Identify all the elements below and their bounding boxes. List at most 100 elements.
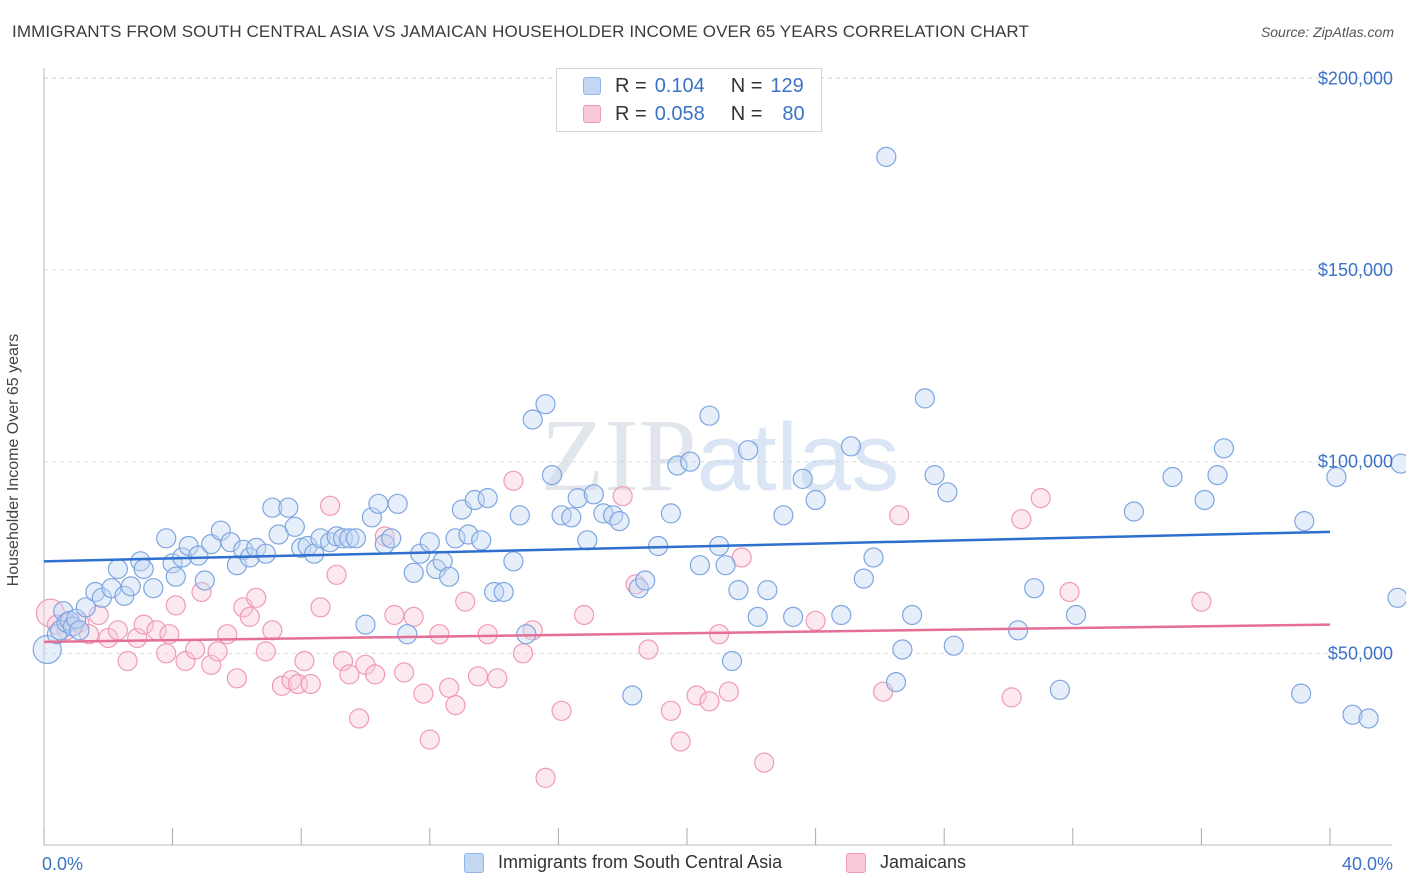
immigrants-point [805,489,826,511]
immigrants-point [660,503,682,524]
immigrants-point [268,524,289,545]
immigrants-point [561,507,582,528]
watermark-zip: ZIP [541,398,697,513]
jamaicans-point [107,620,129,641]
jamaicans-point [1030,488,1051,509]
immigrants-point [156,528,177,549]
immigrants-point [165,566,186,587]
jamaicans-point [889,505,910,526]
y-tick-label: $100,000 [1318,452,1393,472]
immigrants-point [85,581,106,603]
jamaicans-point [612,486,633,507]
jamaicans-point [503,470,524,491]
series-legend: Immigrants from South Central Asia Jamai… [0,852,1406,876]
immigrants-point [477,488,498,509]
jamaicans-point [686,685,707,706]
jamaicans-point [413,683,434,704]
jamaicans-point [467,666,489,687]
y-tick-labels: $50,000 $100,000 $150,000 $200,000 [1318,68,1393,663]
jamaicans-point [718,681,739,702]
immigrants-point [577,530,598,551]
immigrants-point [747,606,768,628]
immigrants-point [914,388,936,409]
jamaicans-point [262,620,283,641]
jamaicans-point [805,610,826,631]
immigrants-point [892,639,913,660]
immigrants-point [937,482,958,503]
jamaicans-swatch [583,105,601,123]
immigrants-point [1007,620,1029,641]
immigrants-point [1162,466,1183,488]
jamaicans-point [217,624,238,645]
immigrants-point [1387,587,1406,608]
immigrants-point [471,530,492,551]
jamaicans-point [429,624,450,645]
jamaicans-point [117,650,138,672]
jamaicans-point [708,624,730,645]
immigrants-point [635,570,656,591]
immigrants-point [69,620,90,641]
jamaicans-point [403,606,424,628]
immigrants-point [622,685,643,706]
jamaicans-point [294,650,315,672]
immigrants-point [715,555,736,576]
immigrants-point [773,505,794,526]
immigrants-point [493,581,514,603]
immigrants-point [680,451,701,472]
immigrants-point [403,562,424,583]
jamaicans-point [191,581,212,603]
jamaicans-points [35,470,1212,789]
immigrants-r-value: 0.104 [654,74,705,97]
immigrants-point [381,528,402,549]
x-tick-label-max: 40.0% [1342,854,1393,874]
watermark-atlas: atlas [697,404,900,511]
immigrants-point [445,528,466,549]
correlation-legend: R = 0.104 N = 129 R = 0.058 N = 80 [556,68,822,132]
immigrants-point [387,493,408,514]
immigrants-point [522,409,543,430]
immigrants-point [792,468,813,489]
immigrants-point [901,604,923,626]
immigrants-point [863,547,884,568]
legend-row-jamaicans: R = 0.058 N = 80 [583,103,805,125]
jamaicans-point [535,767,556,789]
immigrants-point [143,578,164,599]
immigrants-point [188,545,209,566]
immigrants-point [831,604,852,626]
immigrants-point [1194,489,1215,511]
immigrants-point [194,570,215,591]
jamaicans-point [310,597,331,618]
immigrants-point [609,510,630,532]
jamaicans-n-value: 80 [782,102,805,125]
jamaicans-point [1001,687,1022,708]
jamaicans-point [207,641,228,662]
immigrants-point [583,484,604,505]
immigrants-points [32,146,1406,729]
immigrants-point [1390,453,1406,474]
jamaicans-point [88,604,109,626]
n-label: N = [730,102,763,125]
jamaicans-point [226,668,247,689]
immigrants-n-value: 129 [770,74,804,97]
immigrants-point [1290,683,1312,704]
immigrants-point [535,394,556,415]
immigrants-point [853,568,874,589]
immigrants-point [943,635,964,656]
legend-item-immigrants[interactable]: Immigrants from South Central Asia [464,852,782,873]
legend-item-jamaicans[interactable]: Jamaicans [846,852,966,873]
jamaicans-point [670,731,691,752]
jamaicans-point [246,587,267,608]
jamaicans-point [271,675,292,697]
immigrants-point [120,576,141,597]
immigrants-point [840,436,862,457]
r-label: R = [615,102,647,125]
jamaicans-point [339,664,360,685]
immigrants-point [255,543,276,564]
source-label: Source: ZipAtlas.com [1260,24,1394,40]
immigrants-point [667,455,688,476]
immigrants-point [355,614,376,635]
jamaicans-point [365,664,386,685]
immigrants-point [509,505,530,526]
immigrants-point [1207,465,1228,486]
